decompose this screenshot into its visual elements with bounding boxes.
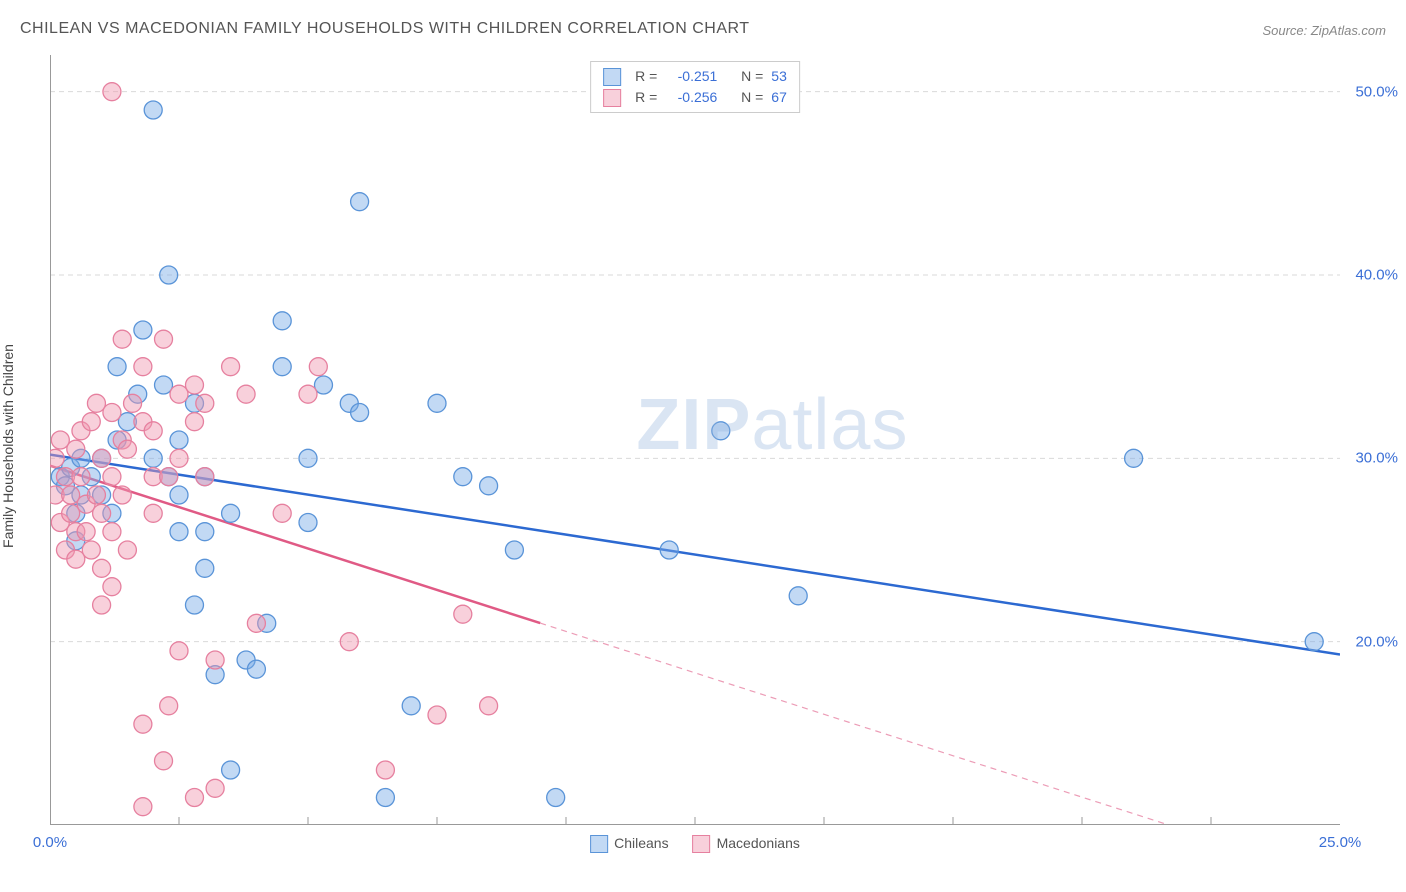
x-tick-label: 25.0% [1319, 834, 1362, 851]
legend-swatch-icon [590, 835, 608, 853]
y-axis-label: Family Households with Children [0, 344, 16, 548]
n-value-macedonians: 67 [771, 87, 787, 108]
y-tick-label: 50.0% [1355, 83, 1398, 100]
n-label: N = [741, 87, 763, 108]
r-label: R = [635, 87, 657, 108]
swatch-blue-icon [603, 68, 621, 86]
legend-label: Chileans [614, 835, 668, 851]
header: CHILEAN VS MACEDONIAN FAMILY HOUSEHOLDS … [20, 20, 1386, 38]
x-tick-label: 0.0% [33, 834, 67, 851]
chart-title: CHILEAN VS MACEDONIAN FAMILY HOUSEHOLDS … [20, 20, 750, 38]
y-tick-label: 30.0% [1355, 450, 1398, 467]
source-attribution: Source: ZipAtlas.com [1262, 23, 1386, 38]
source-name: ZipAtlas.com [1311, 23, 1386, 38]
legend-label: Macedonians [717, 835, 800, 851]
r-label: R = [635, 66, 657, 87]
r-value-chileans: -0.251 [665, 66, 717, 87]
legend-item: Macedonians [693, 835, 800, 853]
stat-row-chileans: R = -0.251 N = 53 [603, 66, 787, 87]
legend-swatch-icon [693, 835, 711, 853]
n-value-chileans: 53 [771, 66, 787, 87]
y-tick-label: 20.0% [1355, 633, 1398, 650]
swatch-pink-icon [603, 89, 621, 107]
source-label: Source: [1262, 23, 1310, 38]
y-tick-label: 40.0% [1355, 267, 1398, 284]
legend-item: Chileans [590, 835, 668, 853]
stat-row-macedonians: R = -0.256 N = 67 [603, 87, 787, 108]
plot-area: ZIPatlas R = -0.251 N = 53 R = -0.256 N … [50, 55, 1340, 825]
statistics-box: R = -0.251 N = 53 R = -0.256 N = 67 [590, 61, 800, 113]
r-value-macedonians: -0.256 [665, 87, 717, 108]
scatter-chart [50, 55, 1340, 825]
bottom-legend: Chileans Macedonians [590, 835, 800, 853]
n-label: N = [741, 66, 763, 87]
